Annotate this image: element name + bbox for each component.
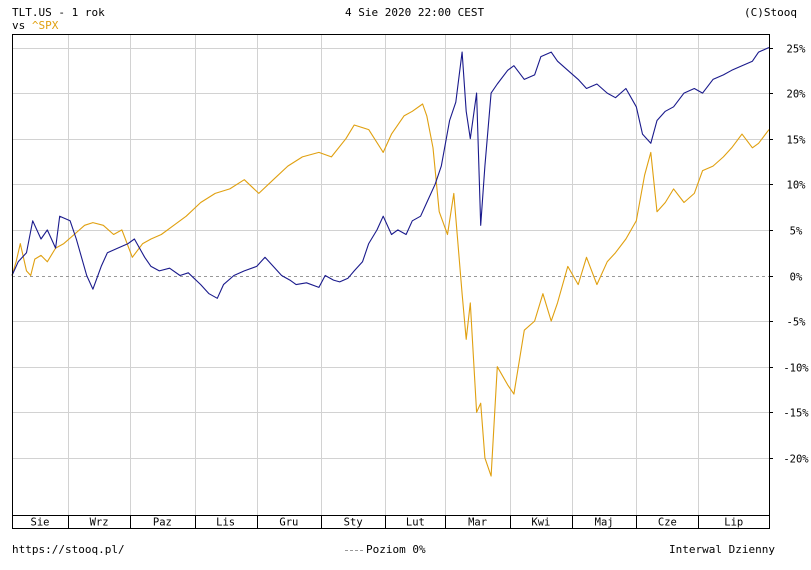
x-tick-label: Lip — [724, 517, 743, 529]
y-tick-label: -15% — [783, 408, 809, 420]
month-gridlines — [68, 34, 699, 515]
x-axis-band: Sie Wrz Paz Lis Gru Sty Lut Mar Kwi Maj Cze Lip — [12, 515, 769, 529]
compare-row: vs ^SPX — [12, 19, 58, 32]
plot-frame — [12, 34, 770, 529]
x-tick-label: Sty — [344, 517, 363, 529]
x-tick-label: Cze — [658, 517, 677, 529]
symbol-title: TLT.US - 1 rok — [12, 6, 105, 19]
y-tick-label: -20% — [783, 454, 809, 466]
y-axis-ticks: 25% 20% 15% 10% 5% 0% -5% -10% -15% -20% — [769, 44, 809, 466]
y-tick-label: 15% — [787, 135, 807, 147]
x-tick-label: Lut — [406, 517, 425, 529]
series-line-tlt — [11, 46, 770, 299]
y-tick-label: 10% — [787, 180, 807, 192]
zero-legend: Poziom 0% — [345, 543, 426, 556]
x-tick-label: Gru — [279, 517, 298, 529]
x-tick-label: Wrz — [90, 517, 109, 529]
y-tick-label: 25% — [787, 44, 807, 56]
y-tick-label: -5% — [787, 317, 807, 329]
x-tick-label: Sie — [31, 517, 50, 529]
value-gridlines — [12, 48, 769, 459]
x-tick-label: Mar — [468, 517, 487, 529]
x-tick-label: Paz — [153, 517, 172, 529]
x-tick-label: Lis — [216, 517, 235, 529]
compare-prefix: vs — [12, 19, 32, 32]
y-tick-label: -10% — [783, 363, 809, 375]
y-tick-label: 0% — [790, 272, 803, 284]
x-tick-label: Kwi — [531, 517, 550, 529]
zero-legend-label: Poziom 0% — [366, 543, 426, 556]
y-tick-label: 20% — [787, 89, 807, 101]
copyright: (C)Stooq — [744, 6, 797, 19]
series-line-spx — [11, 103, 770, 477]
y-tick-label: 5% — [790, 226, 803, 238]
chart-datetime: 4 Sie 2020 22:00 CEST — [345, 6, 485, 19]
x-tick-label: Maj — [595, 517, 614, 529]
compare-symbol: ^SPX — [31, 19, 59, 32]
interval-label: Interwal Dzienny — [669, 543, 775, 556]
zero-legend-swatch — [345, 549, 363, 551]
source-url[interactable]: https://stooq.pl/ — [12, 543, 125, 556]
